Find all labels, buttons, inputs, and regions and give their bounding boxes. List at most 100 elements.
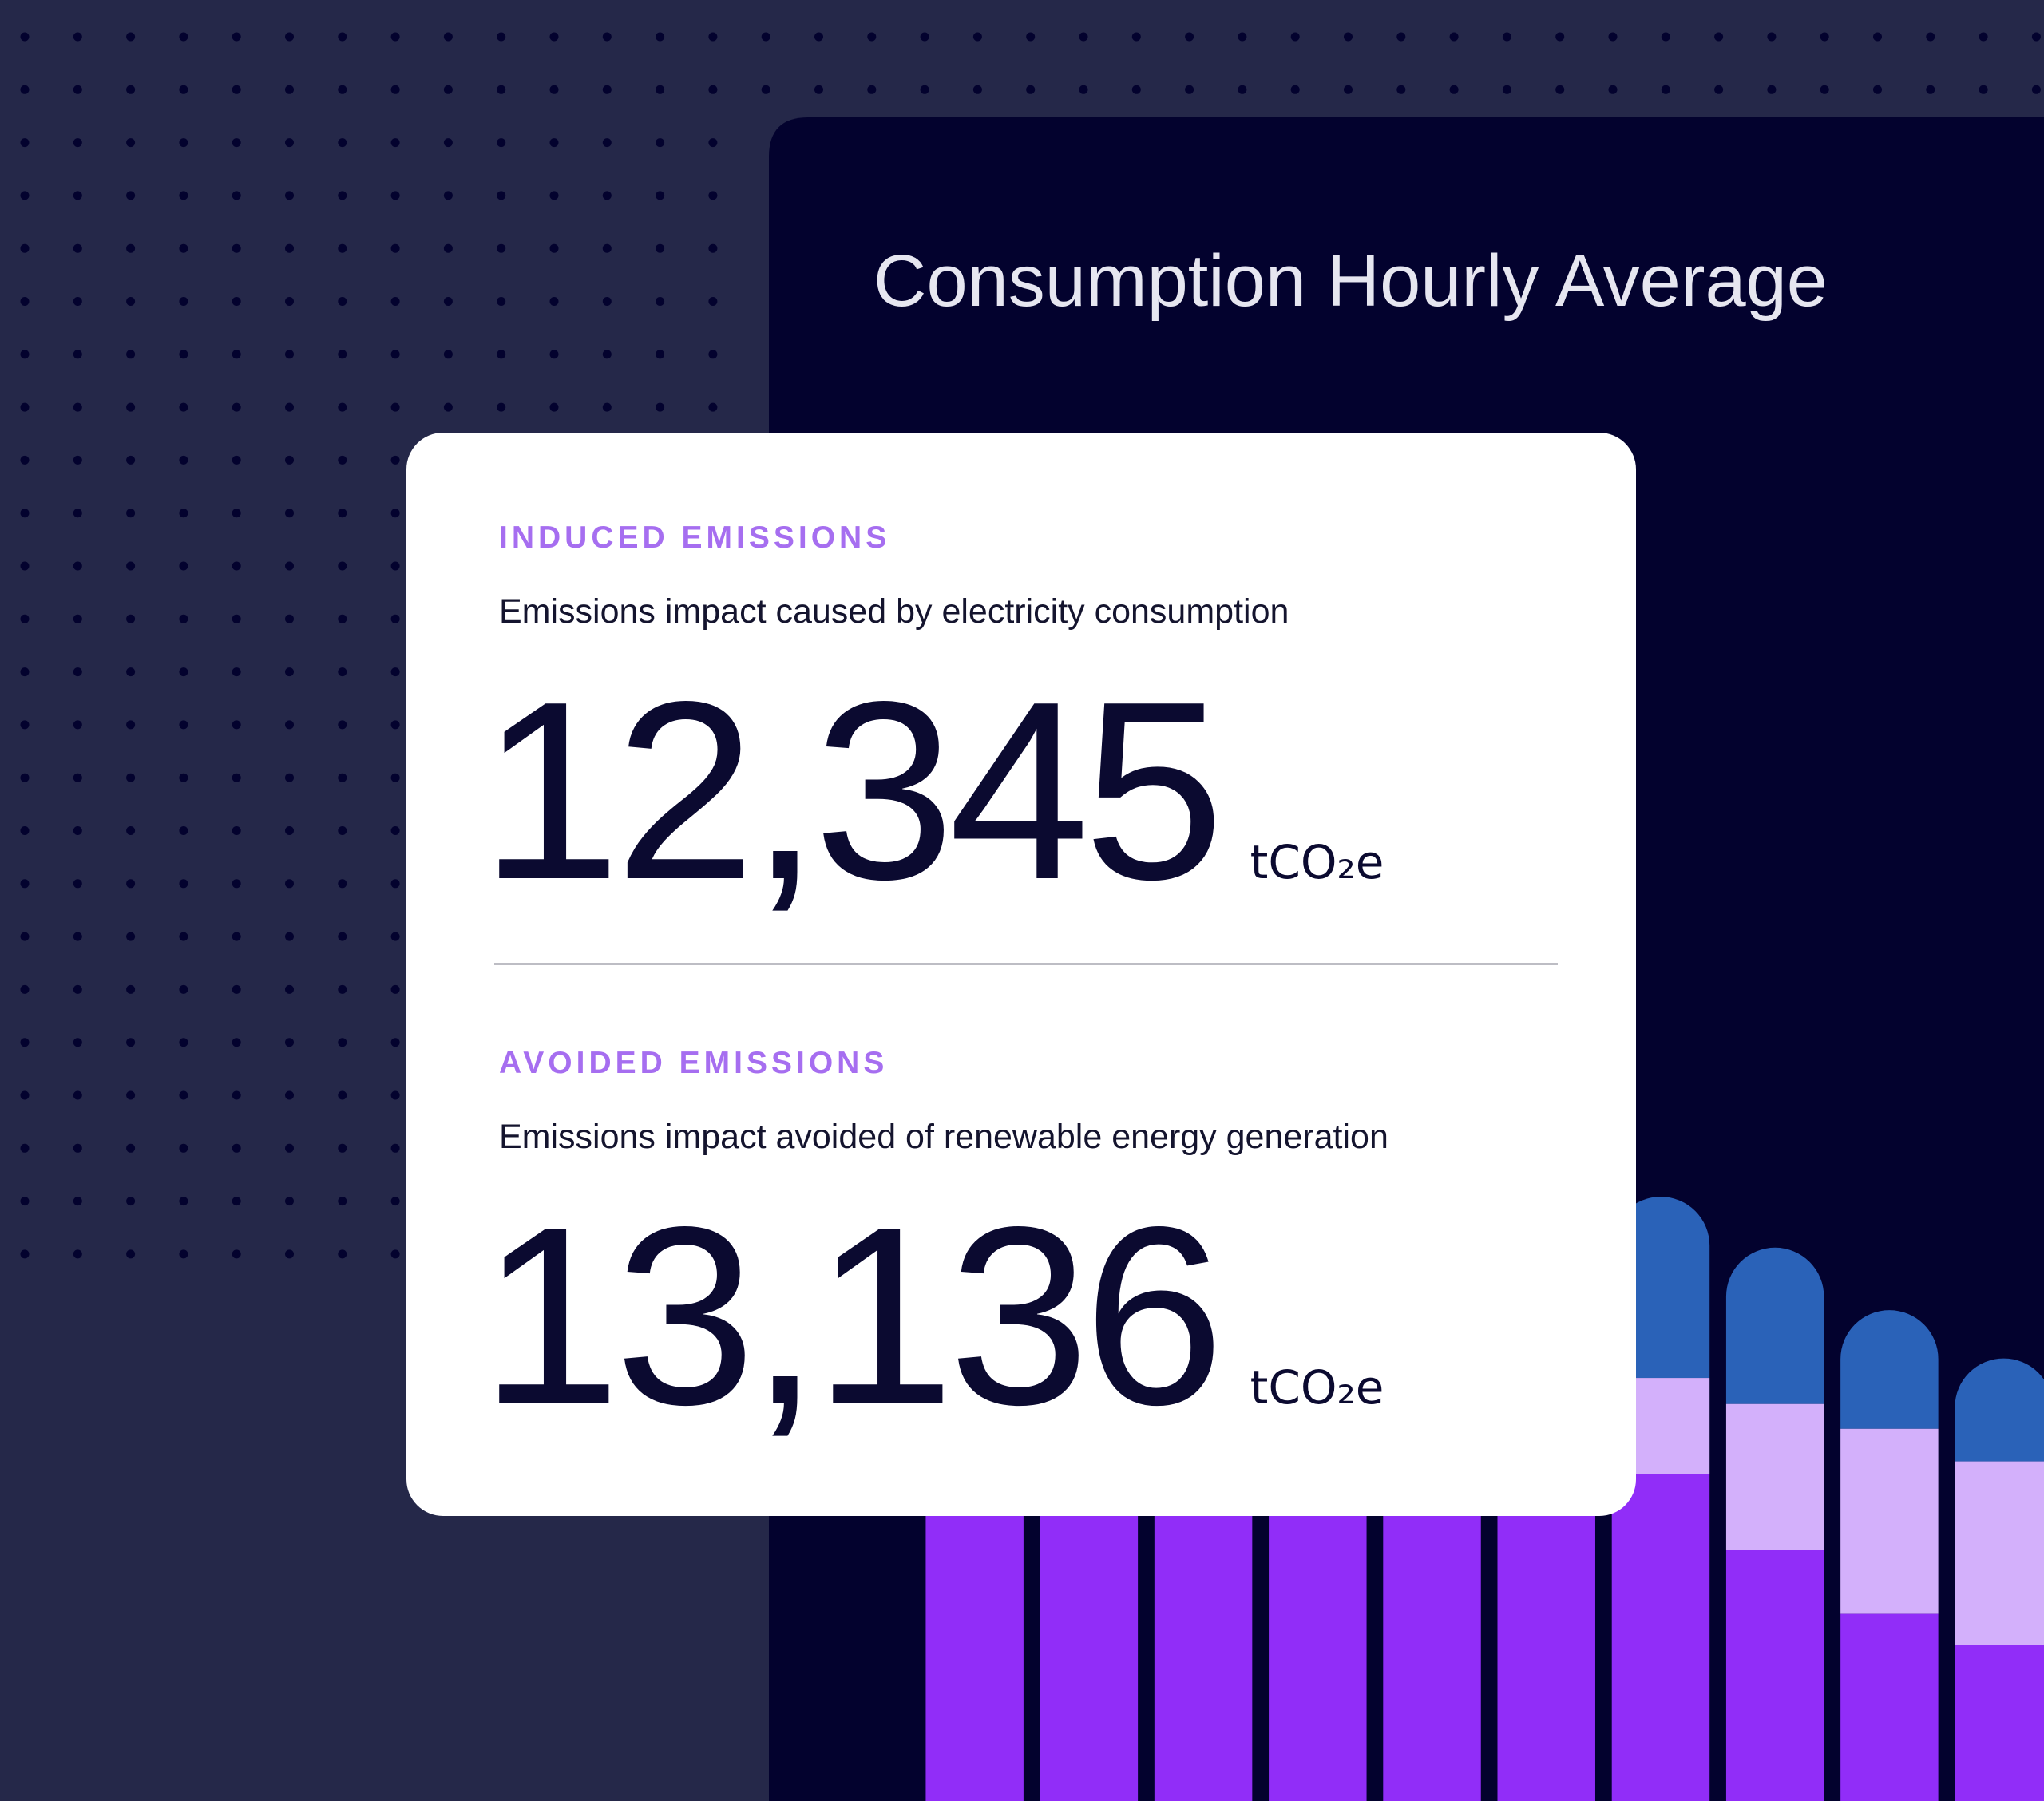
value: 12,345 <box>480 649 1225 932</box>
dot <box>390 138 400 148</box>
section-description: Emissions impact avoided of renewable en… <box>499 1118 1388 1156</box>
dot <box>390 509 400 518</box>
dot <box>73 932 82 941</box>
dot <box>390 1143 400 1153</box>
dot <box>179 32 188 42</box>
dot <box>1290 85 1300 94</box>
dot <box>73 1143 82 1153</box>
dot <box>1079 32 1088 42</box>
dot <box>232 667 241 677</box>
dot <box>338 1197 347 1206</box>
dot <box>285 984 294 994</box>
dot <box>232 350 241 359</box>
dot <box>232 1197 241 1206</box>
dot <box>179 667 188 677</box>
dot <box>1820 85 1829 94</box>
dot <box>390 191 400 200</box>
dot <box>179 614 188 623</box>
dot <box>708 32 718 42</box>
dot <box>1396 32 1406 42</box>
dot <box>126 455 136 465</box>
figure: 12,345 tCO₂e <box>480 664 1384 918</box>
dot <box>1767 85 1777 94</box>
dot <box>1926 85 1935 94</box>
dot <box>179 932 188 941</box>
dot <box>73 350 82 359</box>
dot <box>73 191 82 200</box>
dot <box>232 509 241 518</box>
dot <box>549 243 559 253</box>
dot <box>126 1197 136 1206</box>
dot <box>602 191 612 200</box>
dot <box>390 1197 400 1206</box>
dot <box>390 1090 400 1100</box>
dot <box>232 138 241 148</box>
dot <box>656 191 665 200</box>
dot <box>285 243 294 253</box>
dot <box>656 402 665 412</box>
dot <box>285 561 294 571</box>
dot <box>867 85 877 94</box>
dot <box>1026 85 1036 94</box>
dot <box>232 1143 241 1153</box>
dot <box>814 85 823 94</box>
dot <box>497 297 506 306</box>
dot <box>602 32 612 42</box>
dot <box>549 191 559 200</box>
dot <box>126 85 136 94</box>
dot <box>390 826 400 835</box>
dot <box>1290 32 1300 42</box>
dot <box>1238 32 1247 42</box>
dot <box>390 297 400 306</box>
dot <box>20 1197 30 1206</box>
dot <box>179 773 188 782</box>
dot <box>232 85 241 94</box>
dot <box>1820 32 1829 42</box>
dot <box>179 350 188 359</box>
dot <box>390 243 400 253</box>
dot <box>285 932 294 941</box>
dot <box>497 243 506 253</box>
dot <box>602 85 612 94</box>
dot <box>1502 85 1511 94</box>
dot <box>126 1143 136 1153</box>
dot <box>285 667 294 677</box>
dot <box>390 32 400 42</box>
dot <box>390 720 400 730</box>
dot <box>126 720 136 730</box>
dot <box>390 1038 400 1047</box>
dot <box>285 32 294 42</box>
dot <box>73 720 82 730</box>
dot <box>179 984 188 994</box>
dot <box>338 1090 347 1100</box>
dot <box>1608 32 1618 42</box>
dot <box>126 773 136 782</box>
dot <box>390 85 400 94</box>
dot <box>285 826 294 835</box>
dot <box>708 297 718 306</box>
dot <box>972 32 982 42</box>
dot <box>73 1197 82 1206</box>
dot <box>390 561 400 571</box>
dot <box>285 1038 294 1047</box>
dot <box>20 614 30 623</box>
dot <box>126 243 136 253</box>
dot <box>656 85 665 94</box>
dot <box>1555 85 1565 94</box>
dot <box>179 1143 188 1153</box>
dot <box>443 243 453 253</box>
dot <box>20 720 30 730</box>
dot <box>708 191 718 200</box>
bar-bottom <box>1955 1645 2044 1801</box>
section-label: AVOIDED EMISSIONS <box>499 1046 889 1080</box>
dot <box>73 455 82 465</box>
dot <box>656 297 665 306</box>
bar-top <box>1725 1247 1824 1404</box>
dot <box>126 138 136 148</box>
dot <box>1873 32 1882 42</box>
dot <box>20 667 30 677</box>
bar-middle <box>1955 1461 2044 1645</box>
dot <box>656 350 665 359</box>
dot <box>126 932 136 941</box>
